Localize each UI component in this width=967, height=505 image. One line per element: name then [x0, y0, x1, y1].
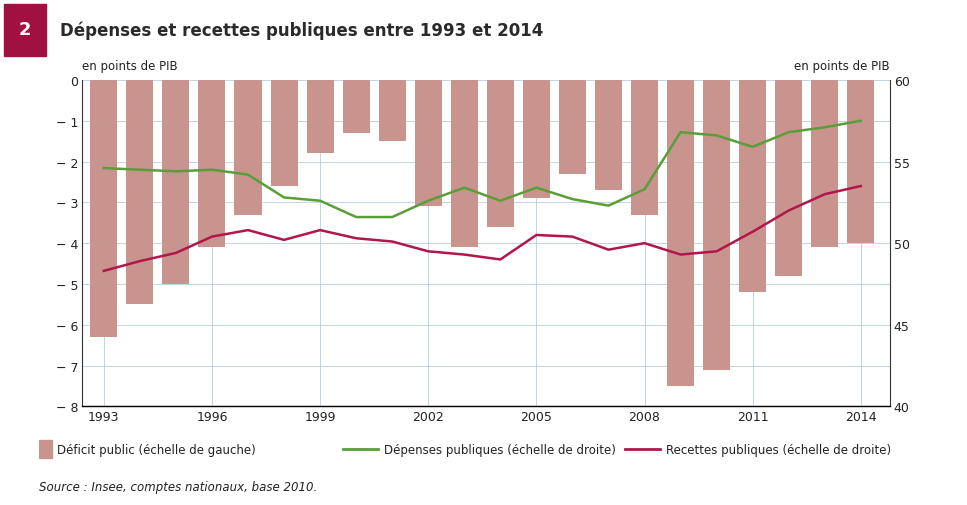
Bar	[342, 81, 369, 134]
Text: en points de PIB: en points de PIB	[794, 60, 890, 73]
Bar	[234, 81, 261, 215]
Bar	[523, 81, 550, 199]
Text: Source : Insee, comptes nationaux, base 2010.: Source : Insee, comptes nationaux, base …	[39, 480, 317, 492]
Bar	[198, 81, 225, 248]
Bar	[559, 81, 586, 174]
Bar	[811, 81, 838, 248]
Bar	[776, 81, 803, 276]
Text: Recettes publiques (échelle de droite): Recettes publiques (échelle de droite)	[666, 443, 891, 456]
Text: 2: 2	[19, 21, 31, 38]
Bar	[415, 81, 442, 207]
Bar	[127, 81, 154, 305]
Bar	[379, 81, 406, 142]
Bar	[847, 81, 874, 244]
Bar	[486, 81, 513, 227]
Bar	[703, 81, 730, 370]
Bar	[451, 81, 478, 248]
Bar	[667, 81, 694, 386]
Bar	[162, 81, 190, 284]
Text: Dépenses et recettes publiques entre 1993 et 2014: Dépenses et recettes publiques entre 199…	[60, 22, 543, 40]
Bar	[271, 81, 298, 187]
Bar	[4, 5, 46, 57]
Text: en points de PIB: en points de PIB	[82, 60, 178, 73]
Bar	[595, 81, 622, 191]
Text: Dépenses publiques (échelle de droite): Dépenses publiques (échelle de droite)	[384, 443, 616, 456]
Bar	[631, 81, 658, 215]
Bar	[307, 81, 334, 154]
Bar	[739, 81, 766, 292]
Bar	[39, 440, 52, 459]
Text: Déficit public (échelle de gauche): Déficit public (échelle de gauche)	[57, 443, 255, 456]
Bar	[90, 81, 117, 337]
